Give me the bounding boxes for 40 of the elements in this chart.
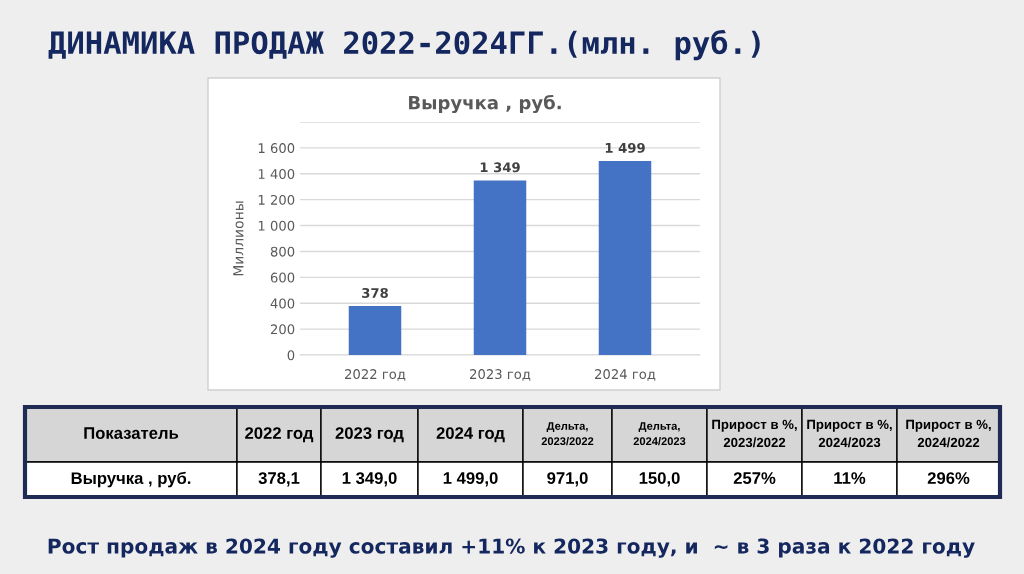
x-tick-label: 2024 год	[595, 369, 656, 381]
category-label: 2022 год	[245, 427, 314, 443]
y-tick-label: 800	[270, 246, 295, 257]
y-tick-label: 1 200	[258, 194, 295, 205]
category-label: Прирост в %, 2024/2023	[807, 419, 892, 448]
category-label: Дельта, 2024/2023	[633, 422, 686, 446]
category-label: Прирост в %, 2023/2022	[712, 419, 797, 448]
category-label: Дельта, 2023/2022	[541, 422, 594, 446]
category-label: Прирост в %, 2024/2022	[906, 419, 991, 448]
x-tick-label: 2022 год	[345, 369, 406, 381]
text: 296%	[927, 472, 970, 484]
text: 257%	[733, 472, 776, 484]
data-label: 378	[362, 287, 388, 298]
y-axis-title: Миллионы	[233, 201, 244, 276]
data-label: 1 499	[605, 142, 645, 153]
category-label: 2024 год	[436, 427, 505, 443]
y-tick-label: 1 400	[258, 169, 295, 179]
y-tick-label: 600	[270, 272, 295, 283]
chart-subtitle: Выручка , руб.	[409, 94, 561, 114]
bar	[598, 160, 652, 355]
text: Выручка , руб.	[71, 471, 191, 488]
y-tick-label: 400	[270, 298, 295, 309]
text: 150,0	[639, 472, 680, 487]
y-tick-label: 1 000	[258, 220, 295, 231]
text: 378,1	[258, 472, 300, 487]
text: 1 349,0	[342, 472, 397, 487]
text: 971,0	[547, 472, 588, 487]
data-label: 1 349	[480, 162, 520, 173]
x-tick-label: 2023 год	[470, 369, 531, 381]
text: 1 499,0	[443, 472, 498, 487]
chart-title: ДИНАМИКА ПРОДАЖ 2022-2024ГГ.(млн. руб.)	[48, 29, 760, 61]
text: 11%	[834, 472, 866, 484]
text: Рост продаж в 2024 году составил +11% к 2023 году, и ~ в 3 раза к 2022 году	[48, 538, 975, 558]
bar	[473, 180, 527, 355]
y-tick-label: 0	[287, 350, 295, 361]
bar	[348, 306, 402, 355]
y-tick-label: 1 600	[258, 143, 295, 154]
category-label: Показатель	[84, 427, 179, 439]
y-tick-label: 200	[270, 324, 295, 335]
category-label: 2023 год	[335, 427, 404, 443]
